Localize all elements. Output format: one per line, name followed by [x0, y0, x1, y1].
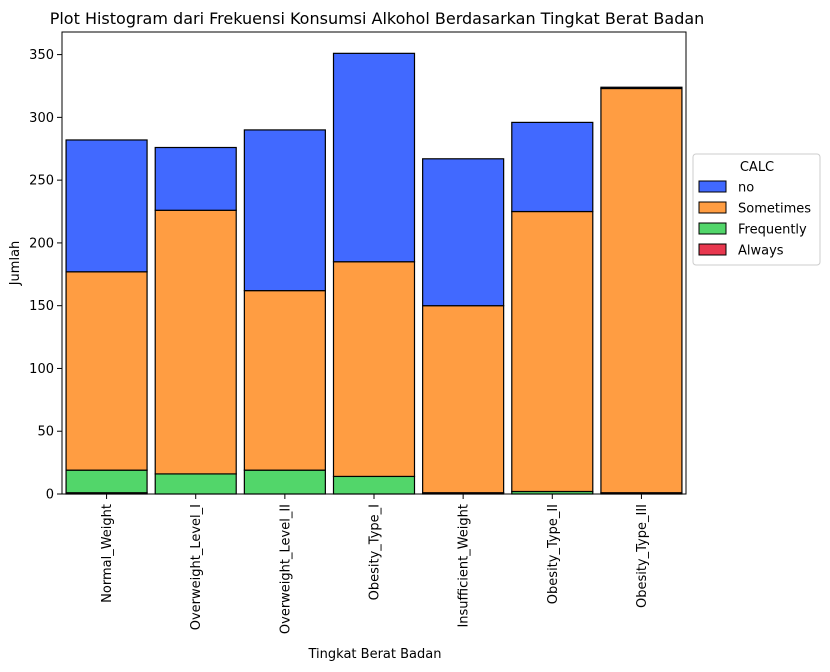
bar-sometimes-obesity_type_i — [332, 261, 416, 478]
bar-no-obesity_type_iii — [600, 86, 683, 90]
x-tick-label: Normal_Weight — [100, 504, 115, 603]
legend-label-no: no — [738, 181, 754, 196]
legend-items: no Sometimes Frequently Always — [698, 180, 811, 259]
legend-label-sometimes: Sometimes — [738, 202, 811, 217]
bars-layer — [65, 52, 683, 495]
y-tick-label: 200 — [29, 236, 54, 251]
bar-no-normal_weight — [65, 139, 148, 273]
x-tick-label: Overweight_Level_I — [189, 504, 204, 630]
legend-swatch-frequently — [698, 222, 727, 235]
x-tick-label: Insufficient_Weight — [457, 504, 472, 628]
bar-no-obesity_type_ii — [511, 121, 594, 213]
x-axis: Normal_Weight Overweight_Level_I Overweigh… — [100, 494, 650, 634]
bar-sometimes-insufficient_weight — [422, 305, 505, 494]
y-axis: 0 50 100 150 200 250 300 350 — [29, 48, 62, 503]
legend-title: CALC — [740, 160, 774, 175]
bar-sometimes-obesity_type_iii — [600, 87, 683, 494]
legend-label-frequently: Frequently — [738, 223, 807, 238]
y-tick-label: 150 — [29, 299, 54, 314]
x-tick-label: Obesity_Type_III — [635, 504, 650, 608]
bar-frequently-normal_weight — [65, 469, 148, 494]
bar-frequently-overweight_level_ii — [243, 469, 326, 495]
bar-sometimes-normal_weight — [65, 271, 148, 471]
bar-frequently-overweight_level_i — [154, 473, 237, 495]
y-tick-label: 100 — [29, 362, 54, 377]
y-tick-label: 50 — [37, 425, 54, 440]
bar-no-overweight_level_i — [154, 146, 237, 211]
bar-no-obesity_type_i — [332, 52, 416, 263]
legend-label-always: Always — [738, 244, 784, 259]
y-axis-title: Jumlah — [8, 241, 23, 287]
bar-no-insufficient_weight — [422, 158, 505, 307]
bar-no-overweight_level_ii — [243, 129, 326, 292]
y-tick-label: 0 — [46, 488, 54, 503]
legend-swatch-always — [698, 243, 727, 256]
x-tick-label: Obesity_Type_I — [368, 504, 383, 600]
y-tick-label: 250 — [29, 174, 54, 189]
legend-swatch-no — [698, 180, 727, 193]
chart-title: Plot Histogram dari Frekuensi Konsumsi A… — [50, 9, 705, 28]
legend-swatch-sometimes — [698, 201, 727, 214]
bar-frequently-obesity_type_i — [332, 475, 416, 495]
y-tick-label: 300 — [29, 111, 54, 126]
bar-sometimes-overweight_level_i — [154, 209, 237, 475]
x-tick-label: Overweight_Level_II — [278, 504, 293, 634]
x-axis-title: Tingkat Berat Badan — [308, 647, 442, 662]
y-tick-label: 350 — [29, 48, 54, 63]
bar-sometimes-obesity_type_ii — [511, 210, 594, 493]
bar-sometimes-overweight_level_ii — [243, 290, 326, 471]
legend: CALC no Sometimes Frequently Always — [692, 153, 821, 266]
x-tick-label: Obesity_Type_II — [546, 504, 561, 604]
